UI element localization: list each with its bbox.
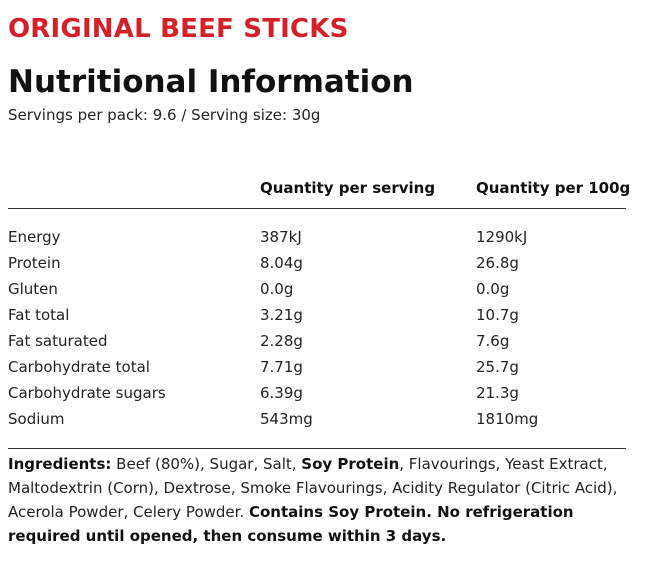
value-per-100g: 0.0g (476, 280, 510, 298)
ingredients-text: Ingredients: Beef (80%), Sugar, Salt, So… (8, 452, 624, 548)
table-row: Sodium 543mg 1810mg (8, 407, 626, 433)
value-per-100g: 25.7g (476, 358, 519, 376)
value-per-serving: 3.21g (260, 306, 303, 324)
storage-instructions: . No refrigeration required until opened… (8, 503, 574, 545)
value-per-100g: 26.8g (476, 254, 519, 272)
servings-info: Servings per pack: 9.6 / Serving size: 3… (8, 106, 321, 124)
header-divider (8, 208, 626, 209)
header-per-serving: Quantity per serving (260, 179, 436, 197)
table-row: Protein 8.04g 26.8g (8, 251, 626, 277)
value-per-100g: 21.3g (476, 384, 519, 402)
soy-protein-bold: Soy Protein (301, 455, 400, 473)
ingredients-label: Ingredients: (8, 455, 112, 473)
nutrient-name: Carbohydrate sugars (8, 384, 166, 402)
value-per-100g: 7.6g (476, 332, 510, 350)
table-row: Fat total 3.21g 10.7g (8, 303, 626, 329)
ingredients-list-part2: , Flavourings, Yeast Extract, Maltodextr… (8, 455, 618, 521)
value-per-serving: 387kJ (260, 228, 302, 246)
value-per-serving: 8.04g (260, 254, 303, 272)
value-per-serving: 7.71g (260, 358, 303, 376)
page-title: Nutritional Information (8, 64, 414, 100)
header-per-100g: Quantity per 100g (476, 179, 631, 197)
nutrient-name: Fat total (8, 306, 70, 324)
value-per-serving: 6.39g (260, 384, 303, 402)
value-per-serving: 2.28g (260, 332, 303, 350)
nutrient-name: Gluten (8, 280, 58, 298)
nutrient-name: Fat saturated (8, 332, 108, 350)
nutrient-name: Carbohydrate total (8, 358, 150, 376)
value-per-100g: 1810mg (476, 410, 539, 428)
table-row: Gluten 0.0g 0.0g (8, 277, 626, 303)
table-row: Energy 387kJ 1290kJ (8, 225, 626, 251)
nutrient-name: Sodium (8, 410, 65, 428)
ingredients-divider (8, 448, 626, 449)
nutrition-table-body: Energy 387kJ 1290kJ Protein 8.04g 26.8g Gluten… (8, 225, 626, 433)
table-row: Fat saturated 2.28g 7.6g (8, 329, 626, 355)
value-per-100g: 10.7g (476, 306, 519, 324)
value-per-100g: 1290kJ (476, 228, 528, 246)
value-per-serving: 0.0g (260, 280, 294, 298)
nutrient-name: Energy (8, 228, 61, 246)
nutrient-name: Protein (8, 254, 61, 272)
table-row: Carbohydrate total 7.71g 25.7g (8, 355, 626, 381)
product-title: ORIGINAL BEEF STICKS (8, 14, 349, 44)
ingredients-list-part1: Beef (80%), Sugar, Salt, (111, 455, 302, 473)
value-per-serving: 543mg (260, 410, 313, 428)
table-row: Carbohydrate sugars 6.39g 21.3g (8, 381, 626, 407)
allergen-statement: Contains Soy Protein (248, 503, 427, 521)
